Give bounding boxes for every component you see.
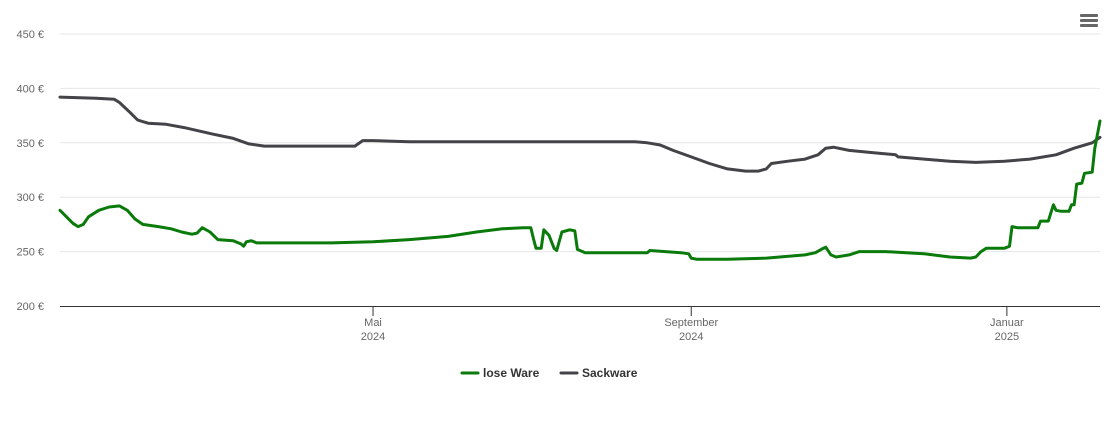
series-line-lose-ware[interactable] xyxy=(58,119,1102,261)
legend-label: lose Ware xyxy=(483,366,540,380)
series-line-sackware[interactable] xyxy=(58,95,1102,173)
legend[interactable]: lose Ware Sackware xyxy=(460,366,638,380)
legend-item-sackware[interactable]: Sackware xyxy=(559,366,638,380)
menu-bar-3 xyxy=(1080,24,1098,27)
y-tick-label: 400 € xyxy=(16,83,44,95)
y-axis: 200 € 250 € 300 € 350 € 400 € 450 € xyxy=(16,29,44,313)
y-tick-label: 250 € xyxy=(16,247,44,259)
y-tick-label: 200 € xyxy=(16,301,44,313)
x-tick-year: 2025 xyxy=(995,331,1019,343)
plot-area[interactable] xyxy=(58,95,1102,261)
x-tick-label: Mai xyxy=(364,317,382,329)
y-tick-label: 350 € xyxy=(16,138,44,150)
menu-bar-2 xyxy=(1080,19,1098,22)
x-tick-label: Januar xyxy=(990,317,1024,329)
x-tick-label: September xyxy=(664,317,718,329)
menu-bar-1 xyxy=(1080,14,1098,17)
y-tick-label: 300 € xyxy=(16,192,44,204)
y-tick-label: 450 € xyxy=(16,29,44,41)
x-tick-year: 2024 xyxy=(361,331,385,343)
x-axis: Mai 2024 September 2024 Januar 2025 xyxy=(60,306,1100,343)
legend-label: Sackware xyxy=(582,366,638,380)
x-tick-year: 2024 xyxy=(679,331,703,343)
legend-item-lose-ware[interactable]: lose Ware xyxy=(460,366,540,380)
hamburger-menu-icon[interactable] xyxy=(1078,12,1100,32)
